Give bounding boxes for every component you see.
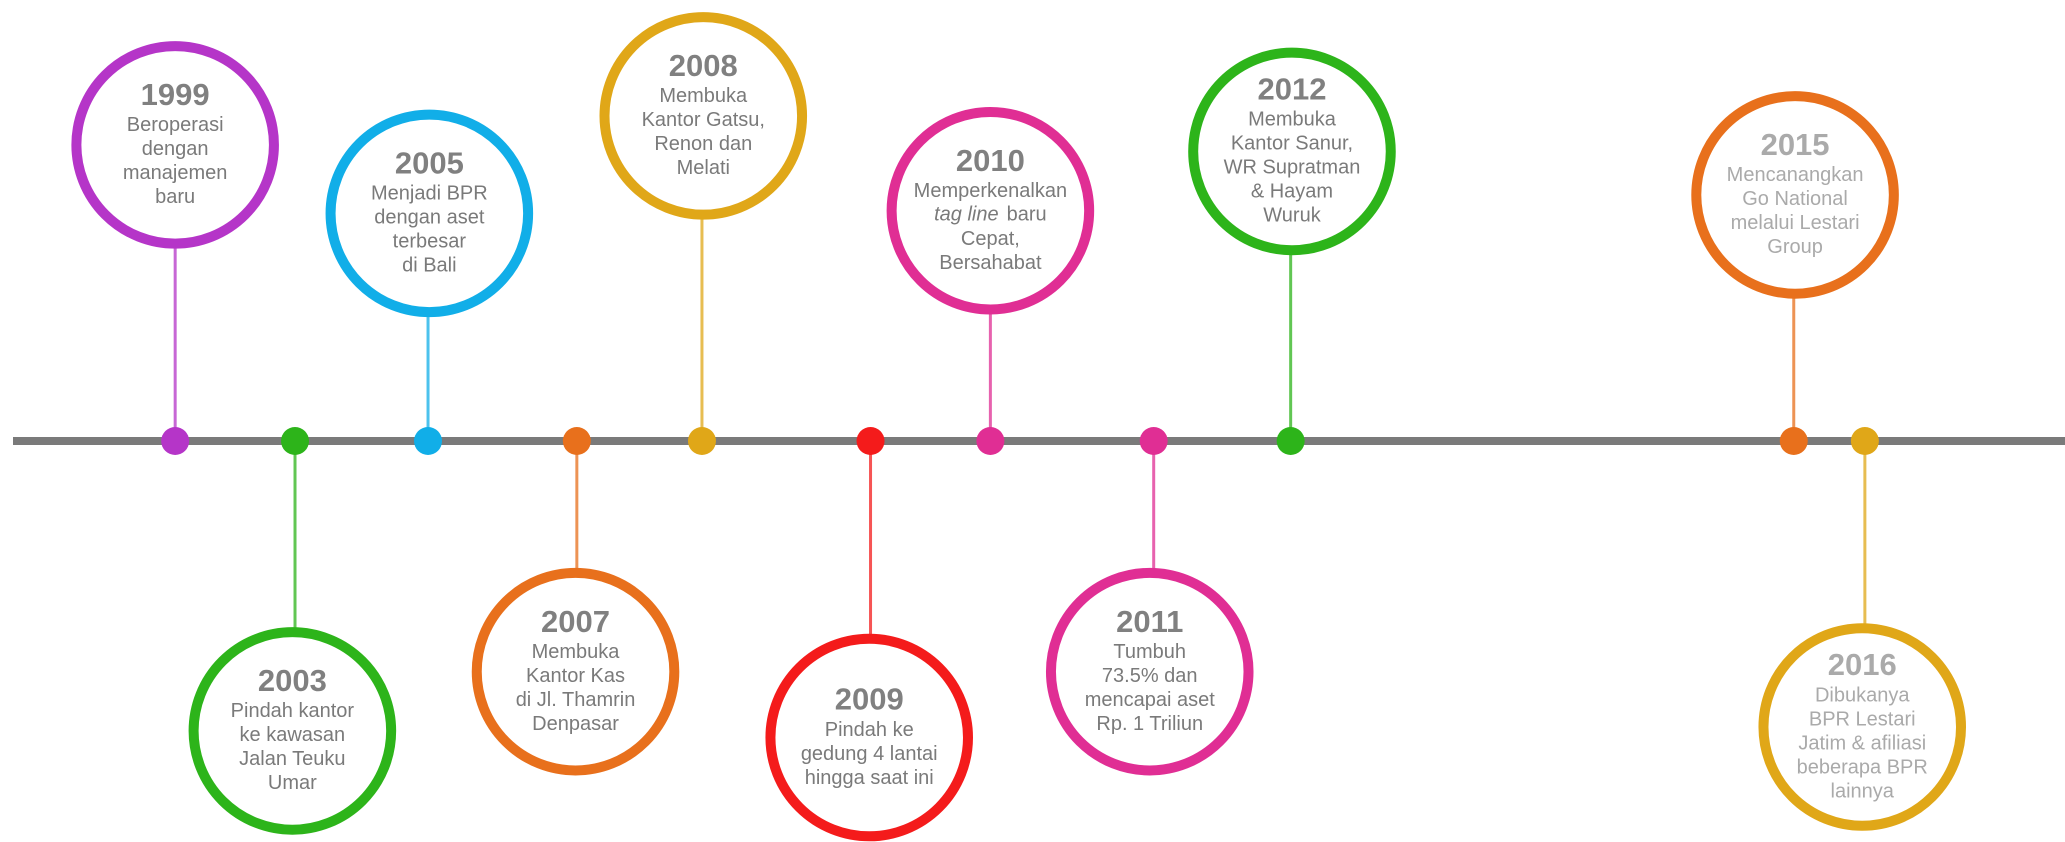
event-text: Mencanangkan bbox=[1727, 164, 1864, 186]
event-year: 2015 bbox=[1761, 127, 1830, 162]
event-circle bbox=[325, 109, 534, 318]
event-text: Pindah kantor bbox=[231, 700, 355, 722]
event-text: hingga saat ini bbox=[805, 767, 934, 789]
event-year: 2010 bbox=[956, 143, 1025, 178]
event-circle bbox=[71, 41, 279, 249]
event-circle bbox=[765, 633, 973, 842]
event-text: gedung 4 lantai bbox=[801, 743, 938, 765]
event-text: Dibukanya bbox=[1815, 684, 1910, 706]
event-text: Renon dan bbox=[654, 133, 752, 155]
event-text: terbesar bbox=[393, 231, 467, 253]
event-text: Kantor Sanur, bbox=[1231, 133, 1353, 155]
event-year: 2009 bbox=[835, 682, 904, 717]
event-text: Kantor Gatsu, bbox=[642, 109, 765, 131]
event-year: 2011 bbox=[1116, 604, 1183, 639]
event-text: Umar bbox=[268, 772, 317, 794]
event-text: melalui Lestari bbox=[1731, 212, 1860, 234]
event-year: 2003 bbox=[258, 663, 327, 698]
event-circle bbox=[1045, 567, 1254, 776]
event-text: Jatim & afiliasi bbox=[1798, 732, 1926, 754]
event-text: dengan bbox=[142, 138, 209, 160]
event-text: Tumbuh bbox=[1113, 641, 1186, 663]
event-circle bbox=[471, 567, 680, 776]
event-text: Go National bbox=[1742, 188, 1848, 210]
event-text: Pindah ke bbox=[825, 719, 914, 741]
event-circle bbox=[886, 106, 1095, 315]
timeline-dot bbox=[161, 427, 190, 455]
event-year: 2008 bbox=[669, 48, 738, 83]
timeline-dot bbox=[687, 427, 716, 455]
timeline-dot bbox=[1139, 427, 1168, 455]
timeline-dot bbox=[856, 427, 885, 455]
timeline-dot bbox=[1779, 427, 1808, 455]
event-text: ke kawasan bbox=[240, 724, 346, 746]
event-year: 2016 bbox=[1828, 647, 1897, 682]
event-year: 2005 bbox=[395, 146, 464, 181]
event-year: 1999 bbox=[141, 77, 210, 112]
event-text: Beroperasi bbox=[127, 114, 224, 136]
event-text: Denpasar bbox=[532, 713, 619, 735]
event-text: beberapa BPR bbox=[1797, 756, 1928, 778]
event-year: 2012 bbox=[1257, 72, 1326, 107]
event-text: Kantor Kas bbox=[526, 665, 625, 687]
event-text: Cepat, bbox=[961, 228, 1020, 250]
event-text: Jalan Teuku bbox=[239, 748, 345, 770]
event-text: Rp. 1 Triliun bbox=[1096, 713, 1203, 735]
event-circle bbox=[188, 627, 397, 835]
timeline-dot bbox=[1276, 427, 1305, 455]
event-text: BPR Lestari bbox=[1809, 708, 1916, 730]
event-circle bbox=[1188, 47, 1396, 256]
event-text: Melati bbox=[677, 157, 730, 179]
event-text: Menjadi BPR bbox=[371, 183, 488, 205]
event-text: mencapai aset bbox=[1085, 689, 1216, 711]
event-circle bbox=[599, 12, 808, 220]
event-text: Membuka bbox=[532, 641, 621, 663]
event-text: manajemen bbox=[123, 162, 228, 184]
event-text: baru bbox=[155, 186, 195, 208]
event-text-part: baru bbox=[1007, 204, 1047, 226]
timeline-dot bbox=[281, 427, 310, 455]
event-text: Wuruk bbox=[1263, 205, 1321, 227]
timeline-dot bbox=[976, 427, 1005, 455]
event-text: di Jl. Thamrin bbox=[516, 689, 636, 711]
event-text: Group bbox=[1767, 236, 1823, 258]
event-circle bbox=[1758, 623, 1967, 831]
event-year: 2007 bbox=[541, 604, 610, 639]
event-text: Membuka bbox=[1248, 109, 1337, 131]
timeline-dot bbox=[1850, 427, 1879, 455]
event-text: WR Supratman bbox=[1224, 157, 1361, 179]
event-text: Memperkenalkan bbox=[914, 180, 1067, 202]
event-text: lainnya bbox=[1831, 780, 1895, 802]
timeline-dot bbox=[562, 427, 591, 455]
event-text: & Hayam bbox=[1251, 181, 1333, 203]
event-text: tag line baru bbox=[934, 204, 1047, 226]
event-text: Bersahabat bbox=[939, 252, 1042, 274]
event-text: di Bali bbox=[402, 255, 456, 277]
event-text: dengan aset bbox=[374, 207, 485, 229]
event-text-part: tag line bbox=[934, 204, 999, 226]
event-circle bbox=[1691, 91, 1899, 299]
event-text: 73.5% dan bbox=[1102, 665, 1198, 687]
timeline-dot bbox=[414, 427, 443, 455]
event-text: Membuka bbox=[659, 85, 748, 107]
